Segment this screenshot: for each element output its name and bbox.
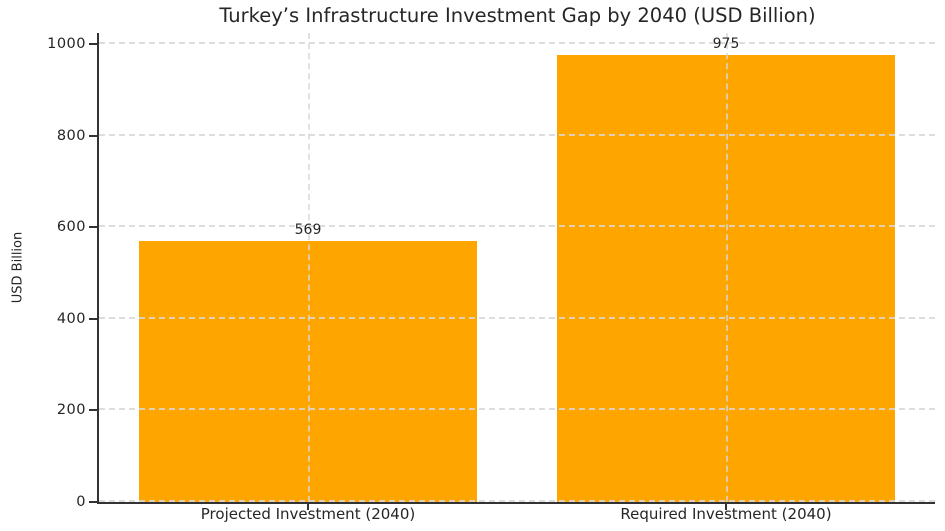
plot-area: 569 975 (89, 33, 935, 510)
gridline-y-800 (99, 133, 935, 136)
bar-1 (556, 55, 896, 502)
y-tick-label-200: 200 (56, 402, 86, 419)
y-tick-label-800: 800 (56, 127, 86, 144)
chart-title: Turkey’s Infrastructure Investment Gap b… (219, 4, 816, 27)
y-tick-label-0: 0 (76, 494, 86, 510)
y-tick-mark-800 (89, 134, 98, 137)
y-tick-mark-400 (89, 317, 98, 320)
gridline-y-400 (99, 316, 935, 319)
y-tick-label-1000: 1000 (47, 36, 86, 52)
x-tick-mark-1 (725, 503, 727, 510)
bar-0 (138, 241, 478, 502)
gridline-y-600 (99, 225, 935, 228)
y-tick-labels: 0 200 400 600 800 1000 (0, 33, 86, 510)
gridline-y-200 (99, 408, 935, 411)
bar-value-label-0: 569 (294, 222, 322, 239)
x-tick-label-1: Required Investment (2040) (620, 505, 832, 523)
y-tick-mark-200 (89, 409, 98, 412)
y-tick-label-400: 400 (56, 310, 86, 327)
x-tick-labels: Projected Investment (2040) Required Inve… (99, 505, 935, 527)
y-axis-spine (97, 33, 99, 504)
x-tick-mark-0 (307, 503, 309, 510)
gridline-x-1 (726, 33, 728, 502)
y-tick-mark-0 (89, 501, 98, 503)
y-tick-mark-600 (89, 226, 98, 229)
gridline-x-0 (308, 33, 310, 502)
x-tick-label-0: Projected Investment (2040) (200, 505, 416, 523)
bar-value-label-1: 975 (712, 36, 740, 53)
x-axis-spine (97, 502, 935, 504)
y-tick-label-600: 600 (56, 219, 86, 236)
y-tick-mark-1000 (89, 43, 98, 45)
gridline-y-0 (99, 500, 935, 502)
gridline-y-1000 (99, 42, 935, 44)
